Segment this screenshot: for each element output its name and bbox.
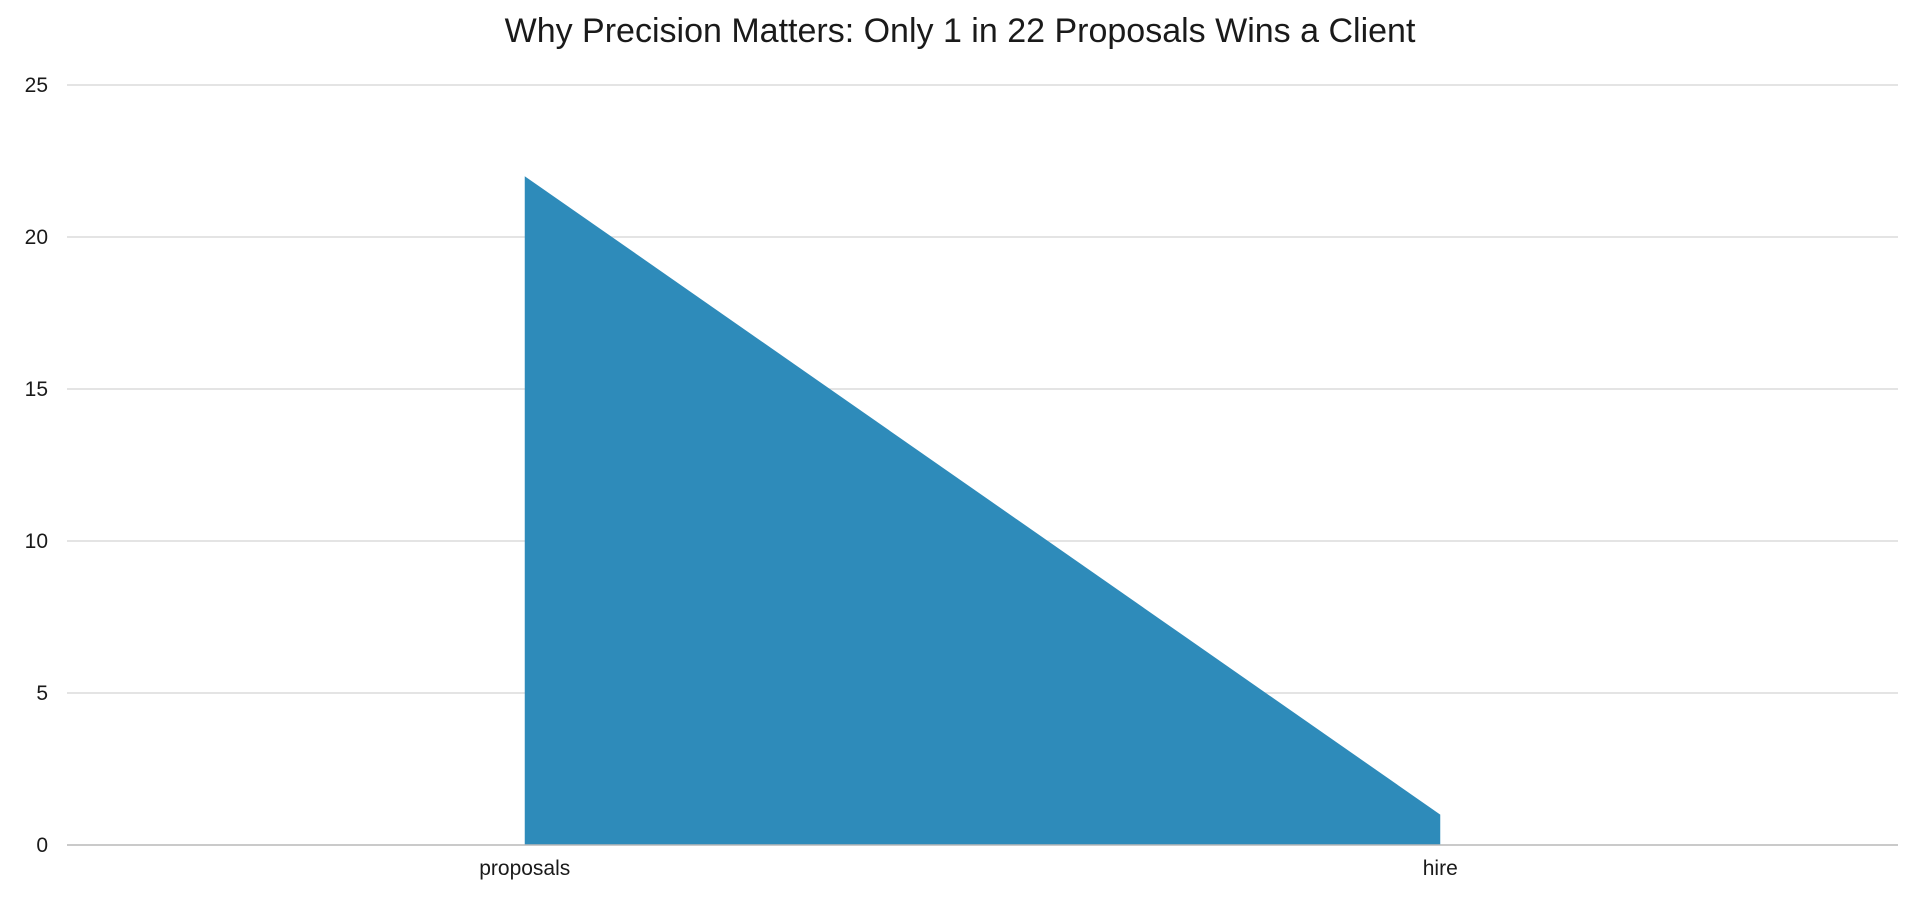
chart-title: Why Precision Matters: Only 1 in 22 Prop… [504, 12, 1416, 50]
y-tick-label: 10 [25, 530, 48, 553]
x-tick-label-proposals: proposals [479, 857, 570, 880]
y-tick-label: 25 [25, 74, 48, 97]
y-tick-label: 15 [25, 378, 48, 401]
area-series [524, 176, 1441, 845]
area-fill [524, 176, 1441, 845]
y-tick-label: 5 [36, 682, 48, 705]
x-tick-label-hire: hire [1423, 857, 1458, 880]
y-tick-labels: 0 5 10 15 20 25 [25, 74, 48, 857]
y-tick-label: 20 [25, 226, 48, 249]
x-tick-labels: proposals hire [479, 857, 1458, 880]
y-tick-label: 0 [36, 834, 48, 857]
